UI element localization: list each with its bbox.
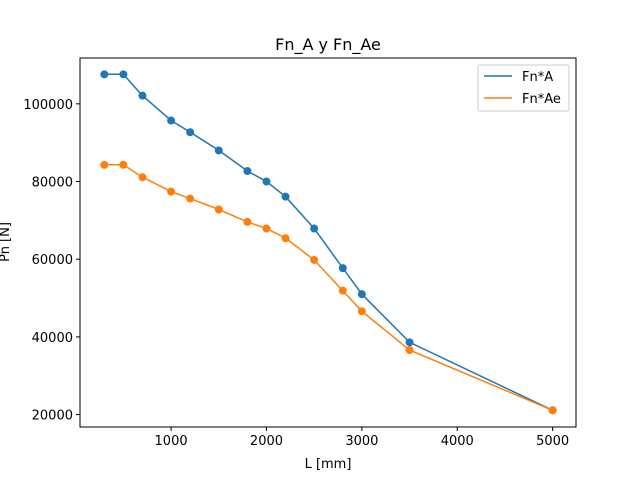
data-point-fn-ae: [357, 307, 366, 316]
data-point-fn-a: [167, 116, 176, 125]
data-point-fn-ae: [405, 346, 414, 355]
plot-area: [100, 70, 557, 415]
data-point-fn-a: [243, 167, 252, 176]
y-tick-label: 60000: [32, 253, 73, 268]
data-point-fn-a: [214, 146, 223, 155]
data-point-fn-ae: [186, 194, 195, 203]
data-point-fn-a: [262, 177, 271, 186]
y-tick-label: 20000: [32, 409, 73, 424]
data-point-fn-ae: [243, 217, 252, 226]
series-line-fn-ae: [104, 164, 553, 411]
x-tick-label: 4000: [441, 434, 474, 449]
chart-title: Fn_A y Fn_Ae: [275, 35, 381, 55]
x-axis: 1000 2000 3000 4000 5000: [155, 427, 569, 449]
series-line-fn-a: [104, 73, 553, 411]
data-point-fn-ae: [214, 205, 223, 214]
data-point-fn-ae: [167, 187, 176, 196]
data-point-fn-ae: [138, 173, 147, 182]
data-point-fn-a: [357, 290, 366, 299]
data-point-fn-a: [186, 128, 195, 137]
data-point-fn-a: [338, 264, 347, 273]
y-tick-label: 80000: [32, 176, 73, 191]
data-point-fn-ae: [310, 255, 319, 264]
data-point-fn-a: [100, 70, 109, 79]
data-point-fn-ae: [119, 160, 128, 169]
axes-frame: [79, 57, 577, 428]
data-point-fn-ae: [100, 160, 109, 169]
y-tick-label: 100000: [23, 98, 73, 113]
x-tick-label: 1000: [155, 434, 188, 449]
data-point-fn-ae: [548, 406, 557, 415]
x-axis-label: L [mm]: [305, 457, 352, 472]
data-point-fn-a: [119, 70, 128, 79]
data-point-fn-a: [310, 224, 319, 233]
x-tick-label: 3000: [345, 434, 378, 449]
data-point-fn-ae: [281, 234, 290, 243]
legend-label-fn-a: Fn*A: [522, 70, 553, 85]
y-axis-label: Pn [N]: [0, 222, 13, 262]
legend-label-fn-ae: Fn*Ae: [522, 92, 561, 107]
data-point-fn-a: [405, 338, 414, 347]
data-point-fn-ae: [262, 224, 271, 233]
data-point-fn-ae: [338, 286, 347, 295]
legend: Fn*A Fn*Ae: [477, 64, 570, 112]
data-point-fn-a: [138, 91, 147, 100]
x-tick-label: 5000: [536, 434, 569, 449]
x-tick-label: 2000: [250, 434, 283, 449]
y-tick-label: 40000: [32, 331, 73, 346]
y-axis: 20000 40000 60000 80000 100000: [23, 98, 80, 424]
data-point-fn-a: [281, 192, 290, 201]
